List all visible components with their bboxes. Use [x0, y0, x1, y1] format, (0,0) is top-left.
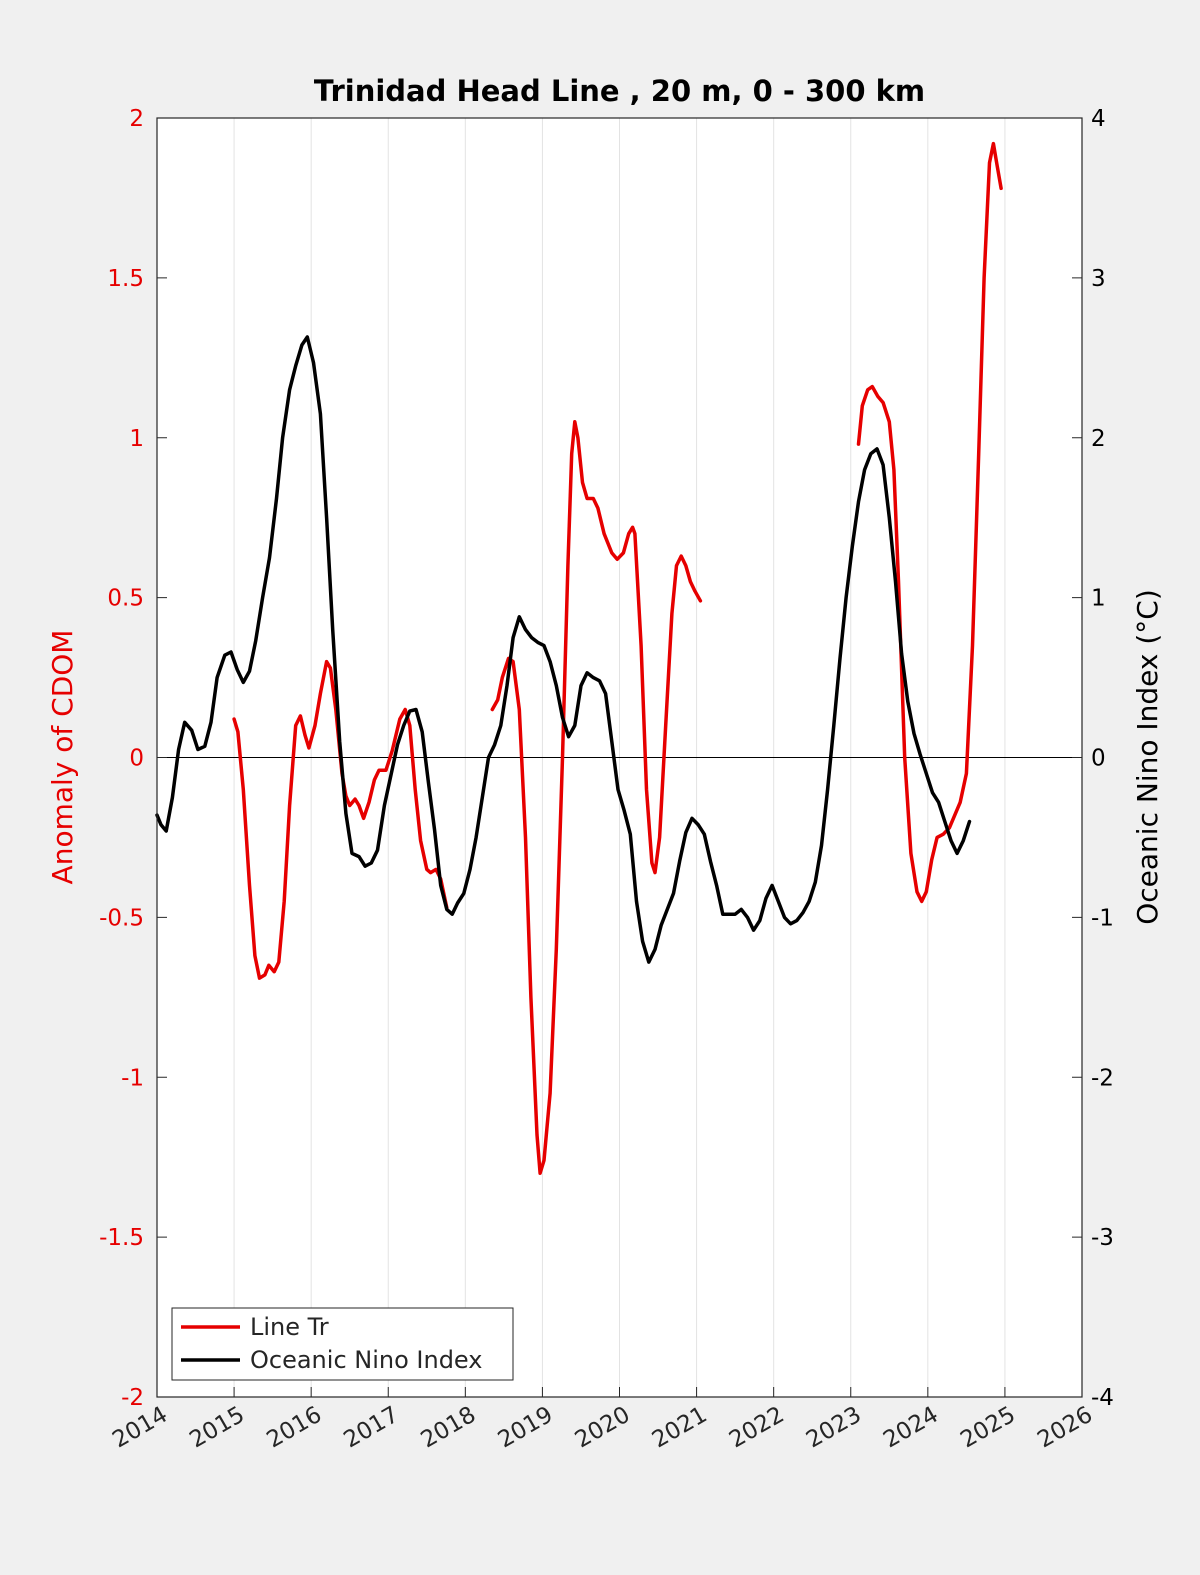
y-right-tick-label: 4 — [1091, 106, 1106, 132]
y-axis-left-label: Anomaly of CDOM — [46, 630, 79, 885]
x-tick-label: 2020 — [571, 1402, 635, 1454]
chart-title: Trinidad Head Line , 20 m, 0 - 300 km — [314, 74, 925, 108]
x-tick-label: 2022 — [725, 1402, 789, 1454]
x-tick-label: 2015 — [185, 1402, 249, 1454]
y-left-tick-label: 1 — [129, 426, 144, 452]
y-axis-right-label: Oceanic Nino Index (°C) — [1131, 589, 1164, 925]
series-layer — [155, 141, 1003, 1175]
legend-label-line-tr: Line Tr — [250, 1313, 329, 1341]
x-tick-label: 2025 — [956, 1402, 1020, 1454]
x-tick-label: 2026 — [1033, 1402, 1097, 1454]
series-line-tr-segment-2 — [490, 420, 703, 1175]
y-right-tick-label: -1 — [1091, 905, 1114, 931]
y-right-tick-label: 2 — [1091, 426, 1106, 452]
y-left-tick-label: -1.5 — [99, 1225, 144, 1251]
y-left-tick-label: 2 — [129, 106, 144, 132]
series-line-tr-segment-3 — [856, 141, 1003, 904]
x-tick-label: 2018 — [417, 1402, 481, 1454]
y-right-tick-label: -2 — [1091, 1065, 1114, 1091]
x-tick-label: 2019 — [494, 1402, 558, 1454]
y-right-tick-label: -3 — [1091, 1225, 1114, 1251]
x-tick-label: 2016 — [262, 1402, 326, 1454]
x-tick-label: 2023 — [802, 1402, 866, 1454]
x-tick-label: 2017 — [340, 1402, 404, 1454]
legend-box — [171, 1307, 514, 1381]
y-left-tick-label: 0 — [129, 746, 144, 772]
y-right-tick-label: 0 — [1091, 746, 1106, 772]
y-right-tick-label: -4 — [1091, 1385, 1114, 1411]
legend: Line Tr Oceanic Nino Index — [171, 1307, 514, 1381]
x-tick-label: 2021 — [648, 1402, 712, 1454]
y-left-tick-label: 1.5 — [107, 266, 144, 292]
series-oceanic-nino-index-segment-1 — [155, 335, 972, 964]
legend-label-oni: Oceanic Nino Index — [250, 1346, 482, 1374]
y-left-tick-label: 0.5 — [107, 586, 144, 612]
y-left-tick-label: -2 — [121, 1385, 144, 1411]
y-right-tick-label: 3 — [1091, 266, 1106, 292]
x-tick-label: 2024 — [879, 1402, 943, 1454]
y-right-tick-label: 1 — [1091, 586, 1106, 612]
y-left-tick-label: -1 — [121, 1065, 144, 1091]
y-left-tick-label: -0.5 — [99, 905, 144, 931]
